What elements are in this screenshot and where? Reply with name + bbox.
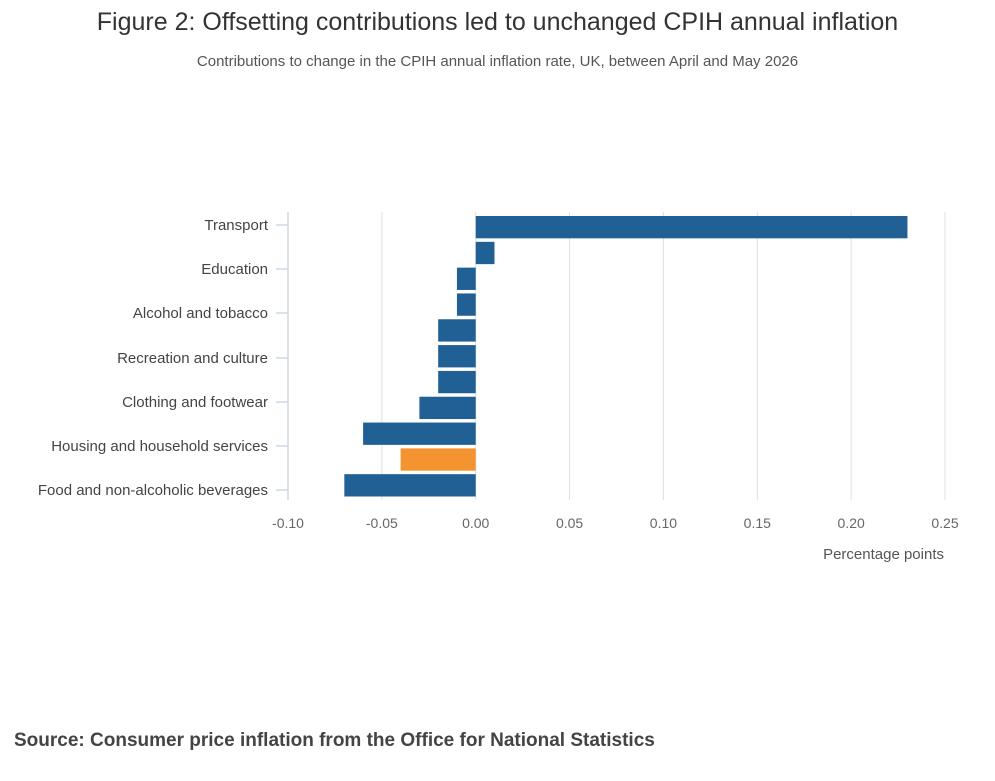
bar — [438, 370, 476, 394]
category-axis — [276, 212, 289, 500]
x-tick-label: 0.10 — [650, 515, 677, 531]
bars — [344, 216, 908, 497]
bar — [438, 345, 476, 368]
x-axis-label: Percentage points — [823, 546, 944, 563]
x-tick-label: -0.05 — [366, 515, 398, 531]
category-label: Transport — [204, 217, 268, 234]
bar — [438, 319, 476, 342]
source-note: Source: Consumer price inflation from th… — [14, 730, 655, 751]
category-label: Education — [201, 261, 268, 278]
x-tick-label: -0.10 — [272, 515, 304, 531]
x-tick-label: 0.20 — [838, 515, 865, 531]
x-tick-label: 0.25 — [931, 515, 958, 531]
x-tick-label: 0.00 — [462, 515, 489, 531]
category-label: Recreation and culture — [117, 350, 268, 367]
chart-subtitle: Contributions to change in the CPIH annu… — [196, 53, 799, 70]
bar-chart: Transport Education Alcohol and tobacco Rec… — [38, 212, 959, 563]
bar — [475, 216, 908, 239]
category-label: Housing and household services — [51, 438, 268, 455]
bar — [344, 474, 476, 497]
x-tick-label: 0.15 — [744, 515, 771, 531]
x-tick-label: 0.05 — [556, 515, 583, 531]
bar — [400, 448, 476, 471]
bar — [456, 267, 476, 290]
x-tick-labels: -0.10 -0.05 0.00 0.05 0.10 0.15 0.20 0.25 — [272, 515, 959, 531]
category-label: Food and non-alcoholic beverages — [38, 482, 268, 499]
chart-title: Figure 2: Offsetting contributions led t… — [96, 8, 899, 36]
bar — [419, 396, 476, 420]
bar — [456, 293, 476, 316]
bar — [363, 422, 476, 445]
category-labels: Transport Education Alcohol and tobacco Rec… — [38, 217, 269, 499]
category-label: Alcohol and tobacco — [133, 305, 268, 322]
category-label: Clothing and footwear — [122, 394, 268, 411]
bar — [475, 241, 495, 265]
